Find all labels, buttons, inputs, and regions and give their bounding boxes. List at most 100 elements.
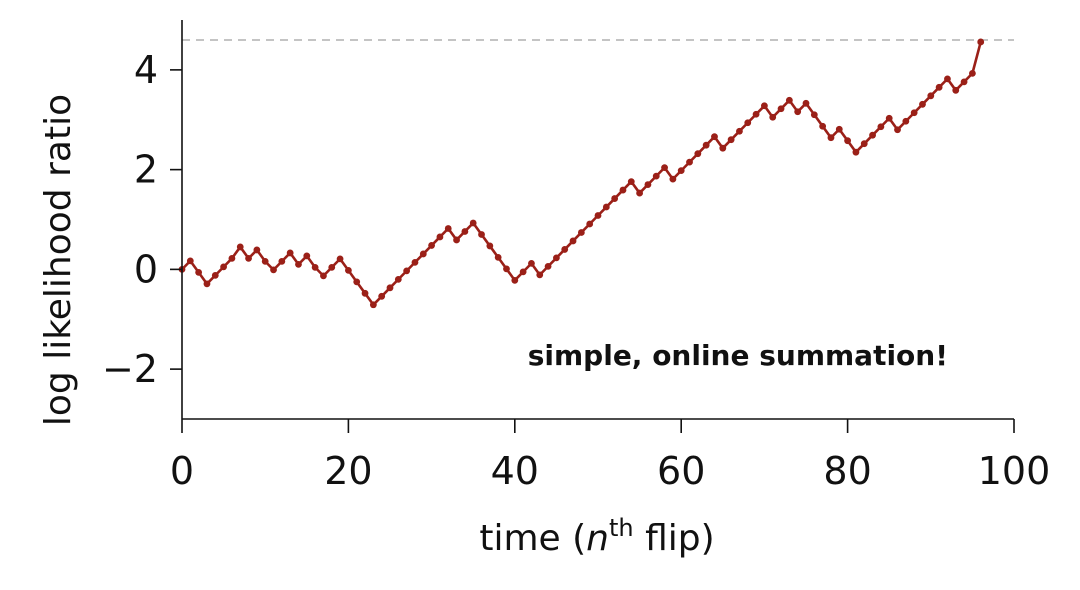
data-point xyxy=(436,233,444,241)
data-point xyxy=(819,122,827,130)
data-point xyxy=(652,172,660,180)
data-point xyxy=(419,250,427,258)
data-point xyxy=(444,225,452,232)
data-point xyxy=(278,257,286,265)
data-point xyxy=(927,92,935,100)
data-point xyxy=(719,144,727,152)
data-point xyxy=(810,111,818,119)
y-axis-ticks: −2 0 2 4 xyxy=(102,48,182,391)
data-point xyxy=(503,265,510,273)
data-point xyxy=(478,231,485,238)
data-point xyxy=(969,69,976,77)
x-axis-title-superscript: th xyxy=(609,514,634,542)
x-tick-label: 40 xyxy=(491,449,539,493)
data-point xyxy=(303,252,311,260)
data-point xyxy=(228,255,236,262)
data-point xyxy=(702,141,710,149)
x-axis-title-variable: n xyxy=(586,518,609,559)
data-point xyxy=(644,181,652,188)
plot-area xyxy=(178,38,985,309)
x-tick-label: 20 xyxy=(324,449,372,493)
data-point xyxy=(577,229,585,236)
data-point xyxy=(727,136,735,144)
data-point xyxy=(386,284,394,292)
data-point xyxy=(669,175,677,183)
data-point xyxy=(536,271,544,279)
data-point xyxy=(602,203,610,211)
data-point xyxy=(320,272,327,280)
data-point xyxy=(852,148,860,156)
data-point xyxy=(369,301,377,309)
x-axis-ticks: 0 20 40 60 80 100 xyxy=(170,419,1050,493)
data-point xyxy=(694,150,702,158)
data-point xyxy=(952,86,960,94)
y-tick-label: −2 xyxy=(102,347,158,391)
data-point xyxy=(902,117,910,125)
data-point xyxy=(910,109,918,117)
data-point xyxy=(361,289,369,297)
data-point xyxy=(752,110,760,118)
data-point xyxy=(553,254,560,262)
x-tick-label: 80 xyxy=(823,449,871,493)
data-point xyxy=(661,164,668,172)
data-point xyxy=(777,105,785,113)
data-point xyxy=(944,75,951,83)
data-point xyxy=(935,83,943,91)
data-point xyxy=(677,167,685,175)
data-point xyxy=(353,278,361,286)
x-tick-label: 60 xyxy=(657,449,705,493)
data-point xyxy=(761,102,768,110)
data-point xyxy=(511,276,519,284)
data-point xyxy=(611,195,619,202)
data-point xyxy=(827,134,835,142)
data-point xyxy=(394,275,402,283)
data-point xyxy=(345,266,352,274)
data-point xyxy=(286,249,294,257)
data-point xyxy=(835,125,843,133)
x-axis-title: time (nth flip) xyxy=(479,514,714,559)
data-point xyxy=(844,137,851,145)
data-point xyxy=(245,255,252,262)
series-line xyxy=(181,41,982,307)
data-point xyxy=(594,212,602,219)
data-point xyxy=(877,123,885,131)
data-point xyxy=(919,100,926,108)
data-point xyxy=(736,127,743,135)
data-point xyxy=(461,228,469,235)
data-point xyxy=(802,99,810,107)
data-point xyxy=(336,255,344,263)
data-point xyxy=(295,260,302,268)
data-point xyxy=(627,178,635,185)
data-point xyxy=(403,267,411,275)
data-point xyxy=(186,257,194,265)
annotation-text: simple, online summation! xyxy=(528,339,948,372)
data-point xyxy=(328,263,336,271)
data-point xyxy=(253,246,261,254)
data-point xyxy=(211,271,219,279)
data-point xyxy=(569,237,577,245)
data-point xyxy=(586,220,594,228)
data-point xyxy=(960,78,968,86)
data-point xyxy=(428,242,435,249)
x-axis-title-suffix: flip) xyxy=(634,518,715,559)
y-tick-label: 2 xyxy=(134,148,158,192)
data-point xyxy=(561,246,569,253)
data-point xyxy=(636,189,643,197)
data-point xyxy=(686,158,693,166)
data-point xyxy=(885,114,893,122)
data-point xyxy=(261,257,269,265)
data-point xyxy=(220,263,228,271)
y-axis-title: log likelihood ratio xyxy=(38,94,79,426)
data-point xyxy=(528,259,535,267)
data-point xyxy=(869,131,876,139)
data-point xyxy=(619,186,627,194)
x-tick-label: 0 xyxy=(170,449,194,493)
data-point xyxy=(769,113,777,121)
y-tick-label: 4 xyxy=(134,48,158,92)
data-point xyxy=(203,280,211,288)
data-point xyxy=(494,254,502,261)
data-point xyxy=(469,219,477,227)
data-point xyxy=(486,242,494,250)
data-point xyxy=(270,266,277,274)
